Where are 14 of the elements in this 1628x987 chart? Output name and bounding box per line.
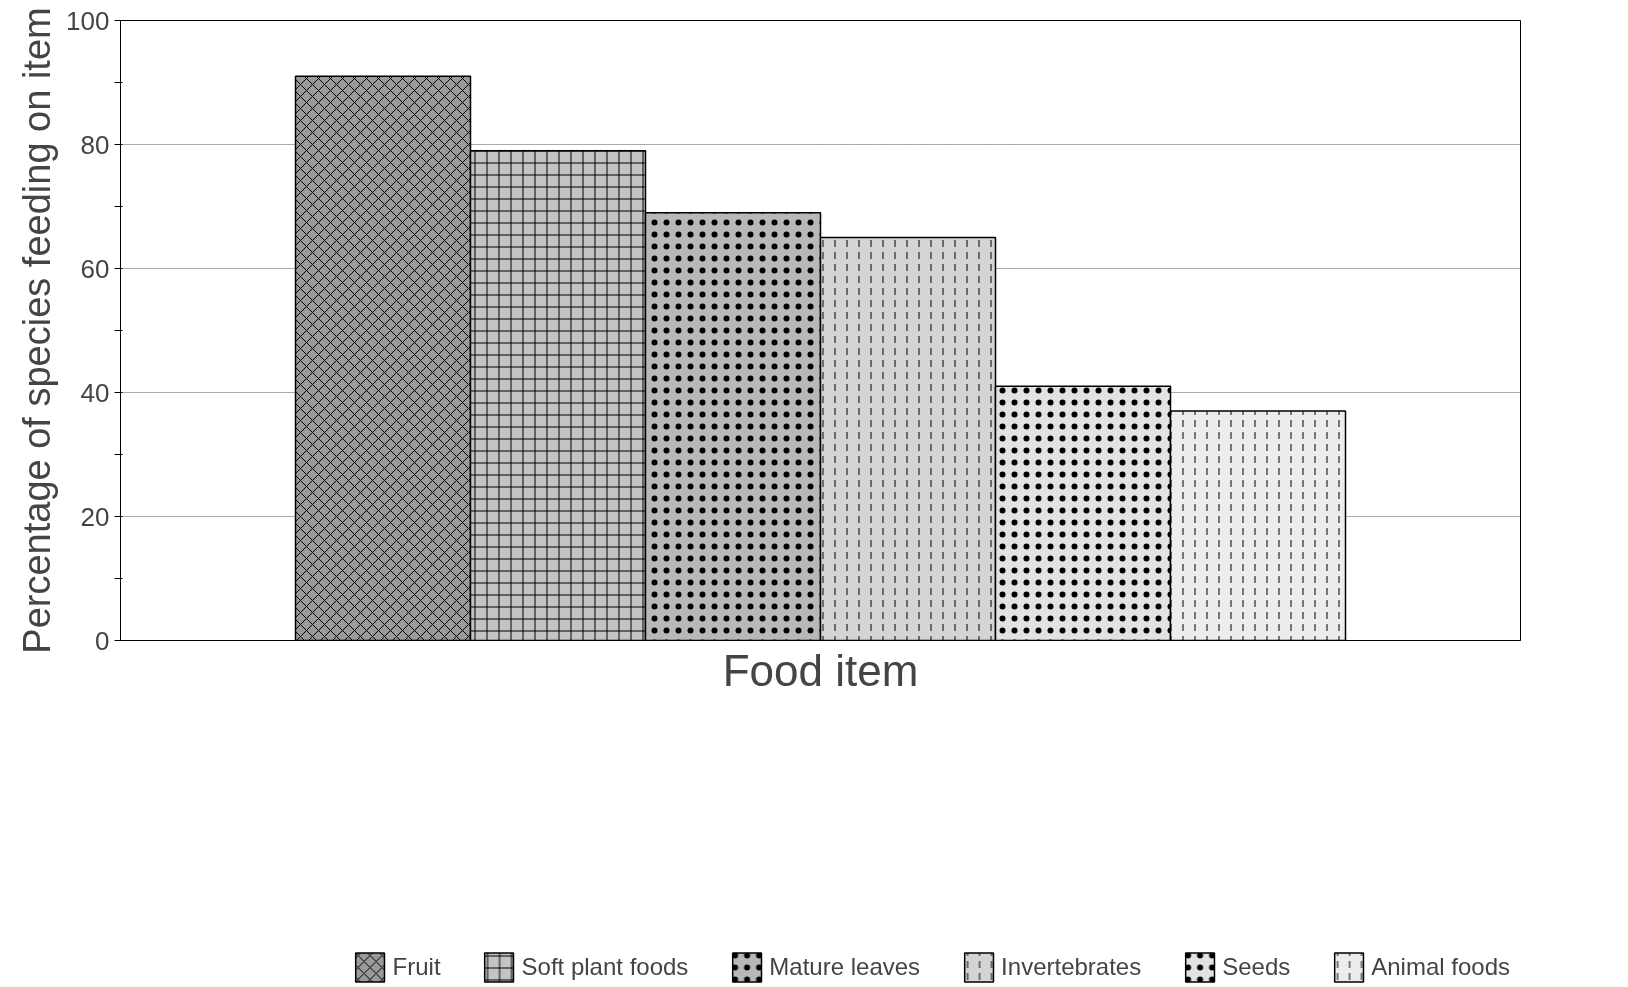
y-tick-label: 60 [80,253,110,284]
y-tick-label: 40 [80,377,110,408]
y-tick-label: 80 [80,129,110,160]
y-tick-label: 20 [80,501,110,532]
legend-label: Animal foods [1371,953,1510,981]
legend-label: Fruit [392,953,441,981]
x-axis-title: Food item [722,645,919,695]
legend-label: Invertebrates [1001,953,1142,981]
legend-label: Mature leaves [769,953,921,981]
legend-label: Seeds [1222,953,1291,981]
y-axis-title: Percentage of species feeding on item [16,7,59,654]
y-tick-label: 0 [95,625,110,656]
y-tick-label: 100 [66,5,110,36]
legend-label: Soft plant foods [521,953,689,981]
